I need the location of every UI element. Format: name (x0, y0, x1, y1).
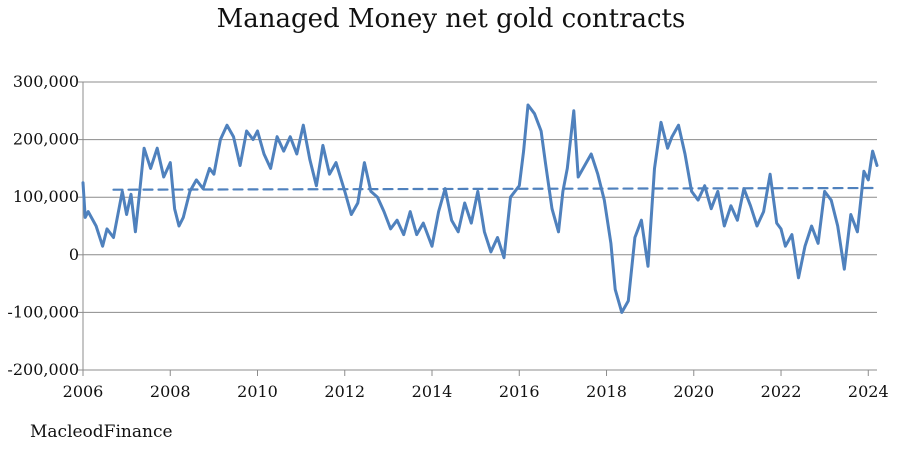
source-credit: MacleodFinance (30, 422, 173, 442)
y-axis-ticks: -200,000 -100,000 0 100,000 200,000 300,000 (7, 72, 83, 379)
net-contracts-line (81, 103, 879, 314)
y-tick-label: -100,000 (7, 302, 79, 321)
y-tick-label: 200,000 (13, 130, 79, 149)
x-axis-ticks: 2006 2008 2010 2012 2014 2016 2018 2020 2022 2024 (63, 370, 889, 401)
x-tick-label: 2024 (848, 382, 889, 401)
y-tick-label: 300,000 (13, 72, 79, 91)
y-tick-label: -200,000 (7, 360, 79, 379)
x-tick-label: 2018 (586, 382, 627, 401)
x-tick-label: 2022 (761, 382, 802, 401)
y-tick-label: 100,000 (13, 187, 79, 206)
x-tick-label: 2008 (150, 382, 191, 401)
series-group (81, 103, 879, 314)
x-tick-label: 2016 (499, 382, 540, 401)
average-dashed-line (112, 186, 879, 191)
y-tick-label: 0 (69, 245, 79, 264)
x-tick-label: 2006 (63, 382, 104, 401)
x-tick-label: 2010 (237, 382, 278, 401)
x-tick-label: 2014 (412, 382, 453, 401)
chart-title: Managed Money net gold contracts (216, 4, 686, 34)
x-tick-label: 2020 (673, 382, 714, 401)
x-tick-label: 2012 (324, 382, 365, 401)
